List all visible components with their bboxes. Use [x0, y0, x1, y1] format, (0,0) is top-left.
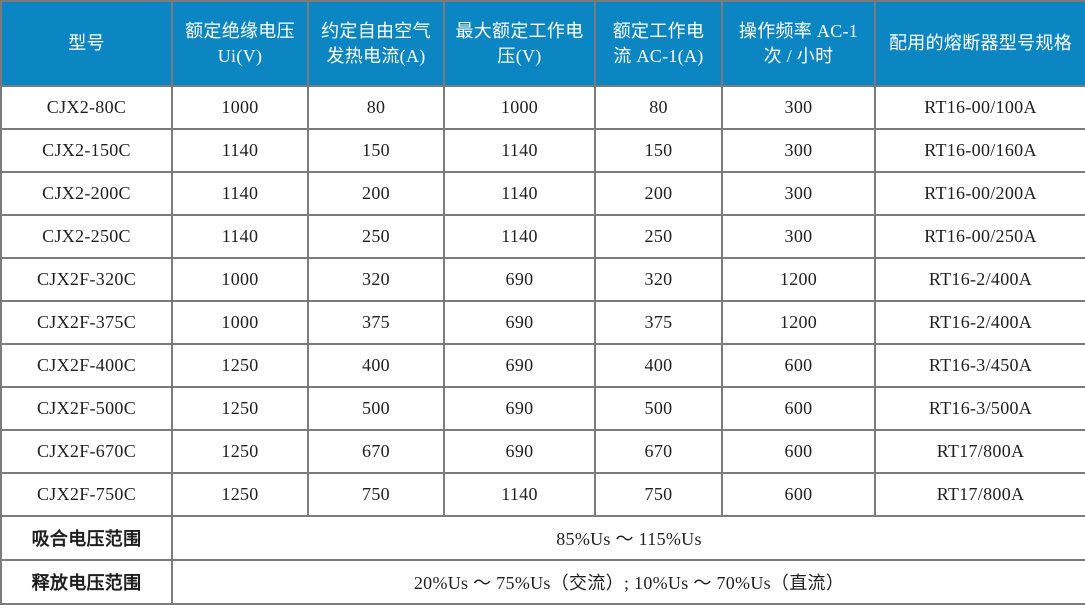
value-cell: 670 — [307, 429, 445, 474]
value-cell: 320 — [594, 257, 723, 302]
value-cell: 600 — [721, 472, 876, 517]
value-cell: RT17/800A — [874, 429, 1085, 474]
value-cell: 400 — [307, 343, 445, 388]
value-cell: 1000 — [443, 85, 596, 130]
column-header-6: 配用的熔断器型号规格 — [874, 0, 1085, 87]
footer-row: 吸合电压范围 85%Us ～ 115%Us — [0, 515, 1085, 561]
value-cell: 500 — [307, 386, 445, 431]
table-header: 型号 额定绝缘电压 Ui(V) 约定自由空气发热电流(A) 最大额定工作电压(V) 额定… — [0, 0, 1085, 87]
value-cell: 1200 — [721, 257, 876, 302]
value-cell: 750 — [594, 472, 723, 517]
value-cell: RT17/800A — [874, 472, 1085, 517]
value-cell: 80 — [307, 85, 445, 130]
value-cell: 300 — [721, 171, 876, 216]
model-cell: CJX2F-670C — [0, 429, 173, 474]
table-row: CJX2F-670C 1250 670 690 670 600 RT17/800A — [0, 429, 1085, 474]
value-cell: 1000 — [171, 257, 309, 302]
value-cell: RT16-3/450A — [874, 343, 1085, 388]
table-row: CJX2F-750C 1250 750 1140 750 600 RT17/800A — [0, 472, 1085, 517]
value-cell: 1000 — [171, 85, 309, 130]
value-cell: 1250 — [171, 472, 309, 517]
table-row: CJX2F-400C 1250 400 690 400 600 RT16-3/450A — [0, 343, 1085, 388]
footer-value: 20%Us ～ 75%Us（交流）; 10%Us ～ 70%Us（直流） — [171, 559, 1085, 605]
model-cell: CJX2-80C — [0, 85, 173, 130]
value-cell: 300 — [721, 214, 876, 259]
value-cell: 1250 — [171, 343, 309, 388]
value-cell: 1000 — [171, 300, 309, 345]
value-cell: 150 — [307, 128, 445, 173]
value-cell: 300 — [721, 128, 876, 173]
header-row: 型号 额定绝缘电压 Ui(V) 约定自由空气发热电流(A) 最大额定工作电压(V) 额定… — [0, 0, 1085, 87]
value-cell: RT16-2/400A — [874, 300, 1085, 345]
value-cell: 690 — [443, 300, 596, 345]
value-cell: 250 — [307, 214, 445, 259]
value-cell: RT16-3/500A — [874, 386, 1085, 431]
value-cell: 600 — [721, 386, 876, 431]
column-header-4: 额定工作电流 AC-1(A) — [594, 0, 723, 87]
table-row: CJX2F-375C 1000 375 690 375 1200 RT16-2/400A — [0, 300, 1085, 345]
column-header-3: 最大额定工作电压(V) — [443, 0, 596, 87]
value-cell: 1140 — [443, 171, 596, 216]
table-row: CJX2-80C 1000 80 1000 80 300 RT16-00/100A — [0, 85, 1085, 130]
model-cell: CJX2F-400C — [0, 343, 173, 388]
column-header-0: 型号 — [0, 0, 173, 87]
model-cell: CJX2F-500C — [0, 386, 173, 431]
value-cell: RT16-00/250A — [874, 214, 1085, 259]
value-cell: 80 — [594, 85, 723, 130]
value-cell: 1140 — [171, 214, 309, 259]
table-row: CJX2F-500C 1250 500 690 500 600 RT16-3/500A — [0, 386, 1085, 431]
value-cell: 670 — [594, 429, 723, 474]
value-cell: 600 — [721, 343, 876, 388]
model-cell: CJX2F-320C — [0, 257, 173, 302]
value-cell: 1250 — [171, 429, 309, 474]
footer-label: 释放电压范围 — [0, 559, 173, 605]
column-header-5: 操作频率 AC-1 次 / 小时 — [721, 0, 876, 87]
value-cell: 375 — [307, 300, 445, 345]
value-cell: 400 — [594, 343, 723, 388]
value-cell: 1140 — [443, 472, 596, 517]
value-cell: 690 — [443, 257, 596, 302]
value-cell: RT16-00/160A — [874, 128, 1085, 173]
value-cell: 1140 — [443, 214, 596, 259]
value-cell: 300 — [721, 85, 876, 130]
value-cell: 250 — [594, 214, 723, 259]
model-cell: CJX2F-375C — [0, 300, 173, 345]
footer-row: 释放电压范围 20%Us ～ 75%Us（交流）; 10%Us ～ 70%Us（直… — [0, 559, 1085, 605]
value-cell: RT16-00/200A — [874, 171, 1085, 216]
value-cell: 200 — [307, 171, 445, 216]
table-row: CJX2-150C 1140 150 1140 150 300 RT16-00/160A — [0, 128, 1085, 173]
value-cell: 1140 — [171, 128, 309, 173]
value-cell: 200 — [594, 171, 723, 216]
value-cell: 750 — [307, 472, 445, 517]
model-cell: CJX2-150C — [0, 128, 173, 173]
value-cell: 690 — [443, 343, 596, 388]
value-cell: 690 — [443, 429, 596, 474]
table-row: CJX2F-320C 1000 320 690 320 1200 RT16-2/400A — [0, 257, 1085, 302]
table-row: CJX2-250C 1140 250 1140 250 300 RT16-00/250A — [0, 214, 1085, 259]
footer-value: 85%Us ～ 115%Us — [171, 515, 1085, 561]
value-cell: RT16-2/400A — [874, 257, 1085, 302]
value-cell: 150 — [594, 128, 723, 173]
value-cell: 500 — [594, 386, 723, 431]
footer-label: 吸合电压范围 — [0, 515, 173, 561]
value-cell: 1200 — [721, 300, 876, 345]
value-cell: RT16-00/100A — [874, 85, 1085, 130]
column-header-2: 约定自由空气发热电流(A) — [307, 0, 445, 87]
value-cell: 375 — [594, 300, 723, 345]
model-cell: CJX2-250C — [0, 214, 173, 259]
value-cell: 1250 — [171, 386, 309, 431]
column-header-1: 额定绝缘电压 Ui(V) — [171, 0, 309, 87]
model-cell: CJX2-200C — [0, 171, 173, 216]
table-row: CJX2-200C 1140 200 1140 200 300 RT16-00/200A — [0, 171, 1085, 216]
value-cell: 1140 — [171, 171, 309, 216]
value-cell: 1140 — [443, 128, 596, 173]
value-cell: 600 — [721, 429, 876, 474]
table-body: CJX2-80C 1000 80 1000 80 300 RT16-00/100A CJX2-… — [0, 85, 1085, 605]
model-cell: CJX2F-750C — [0, 472, 173, 517]
value-cell: 320 — [307, 257, 445, 302]
value-cell: 690 — [443, 386, 596, 431]
